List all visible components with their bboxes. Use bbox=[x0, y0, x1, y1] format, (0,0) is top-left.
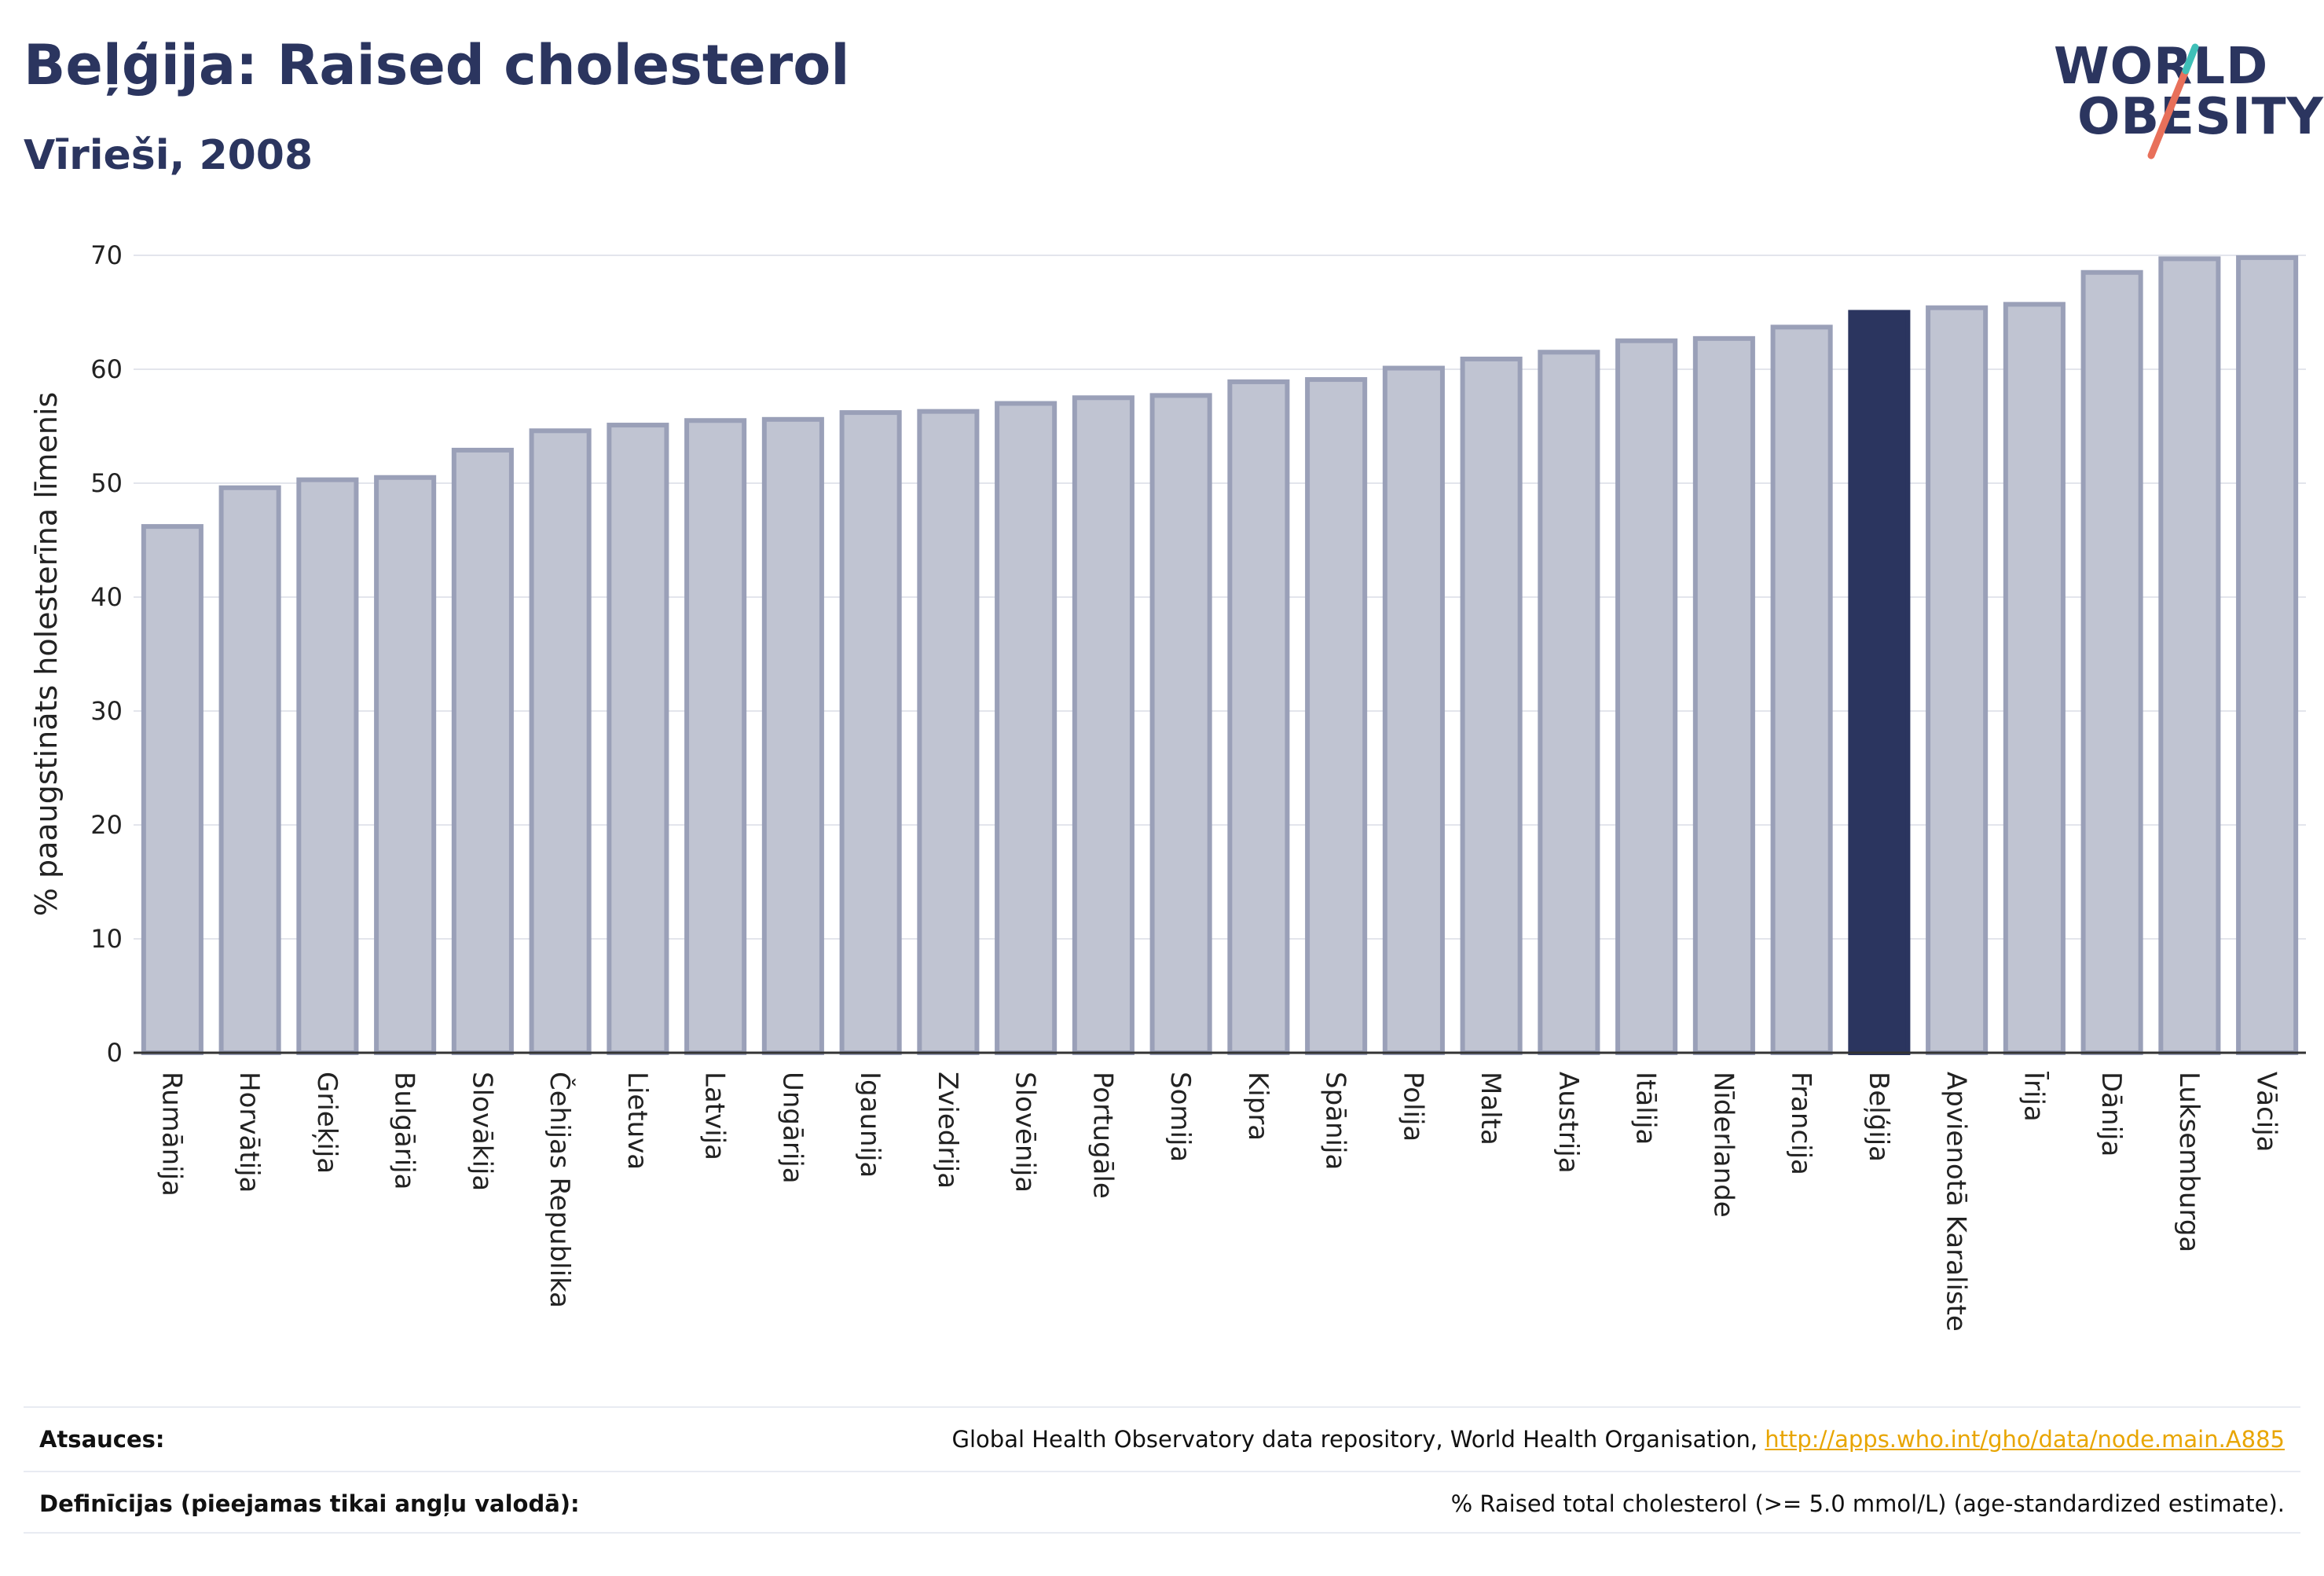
x-axis-ticks: Rumānija Horvātija Grieķija Bulgārija Slovāk… bbox=[156, 1072, 2282, 1332]
x-tick-label: Latvija bbox=[699, 1072, 731, 1160]
x-tick-label: Lietuva bbox=[621, 1072, 653, 1170]
x-tick-label: Spānija bbox=[1320, 1072, 1351, 1170]
x-tick-label: Apvienotā Karaliste bbox=[1941, 1072, 1972, 1332]
sources-link[interactable]: http://apps.who.int/gho/data/node.main.A… bbox=[1765, 1426, 2285, 1453]
x-tick-label: Igaunija bbox=[854, 1072, 885, 1178]
y-tick-label: 50 bbox=[90, 468, 123, 498]
bar[interactable] bbox=[1072, 395, 1135, 1055]
y-tick-label: 70 bbox=[90, 240, 123, 270]
definitions-row: Definīcijas (pieejamas tikai angļu valod… bbox=[24, 1471, 2300, 1535]
bar[interactable] bbox=[995, 401, 1058, 1055]
bar[interactable] bbox=[218, 485, 281, 1055]
x-tick-label: Slovēnija bbox=[1010, 1072, 1041, 1193]
y-axis-label: % paaugstināts holesterīna līmenis bbox=[29, 392, 64, 916]
x-tick-label: Somija bbox=[1164, 1072, 1196, 1162]
x-tick-label: Slovākija bbox=[466, 1072, 497, 1191]
x-tick-label: Grieķija bbox=[311, 1072, 343, 1174]
x-tick-label: Zviedrija bbox=[932, 1072, 963, 1189]
x-tick-label: Nīderlande bbox=[1707, 1072, 1739, 1218]
bar[interactable] bbox=[1227, 379, 1290, 1055]
x-tick-label: Dānija bbox=[2095, 1072, 2127, 1156]
x-tick-label: Francija bbox=[1785, 1072, 1816, 1175]
bar[interactable] bbox=[1926, 305, 1989, 1055]
bar[interactable] bbox=[1538, 350, 1600, 1055]
bar[interactable] bbox=[2236, 255, 2299, 1055]
bar[interactable] bbox=[684, 418, 747, 1055]
footer-divider bbox=[24, 1532, 2300, 1534]
bar[interactable] bbox=[2003, 302, 2066, 1056]
logo-word-world: WORLD bbox=[2054, 38, 2269, 96]
x-tick-label: Kipra bbox=[1242, 1072, 1274, 1141]
sources-text: Global Health Observatory data repositor… bbox=[951, 1426, 1758, 1453]
bar[interactable] bbox=[296, 477, 359, 1055]
bar[interactable] bbox=[839, 410, 902, 1055]
bar[interactable] bbox=[761, 416, 824, 1055]
x-tick-label: Malta bbox=[1475, 1072, 1506, 1145]
logo-slash-icon bbox=[2147, 43, 2199, 159]
bar[interactable] bbox=[374, 475, 437, 1055]
world-obesity-logo[interactable]: WORLD OBESITY bbox=[2051, 31, 2323, 165]
x-tick-label: Īrija bbox=[2018, 1072, 2049, 1122]
x-tick-label: Bulgārija bbox=[389, 1072, 420, 1189]
sources-label: Atsauces: bbox=[39, 1426, 165, 1453]
y-axis-ticks: 0 10 20 30 40 50 60 70 bbox=[90, 240, 123, 1068]
x-tick-label: Čehijas Republika bbox=[544, 1072, 576, 1308]
y-tick-label: 40 bbox=[90, 582, 123, 612]
x-tick-label: Itālija bbox=[1630, 1072, 1662, 1145]
bar[interactable] bbox=[1770, 324, 1833, 1056]
x-tick-label: Horvātija bbox=[233, 1072, 265, 1193]
bar[interactable] bbox=[917, 409, 980, 1055]
y-tick-label: 60 bbox=[90, 354, 123, 384]
bar[interactable] bbox=[1615, 338, 1678, 1055]
bar-chart: 0 10 20 30 40 50 60 70 Rumānija Horvātija Grieķij… bbox=[29, 240, 2306, 1332]
bar[interactable] bbox=[607, 423, 669, 1055]
x-tick-label: Ungārija bbox=[776, 1072, 808, 1184]
bar[interactable] bbox=[141, 524, 203, 1055]
x-tick-label: Portugāle bbox=[1087, 1072, 1118, 1199]
y-tick-label: 20 bbox=[90, 810, 123, 840]
x-tick-label: Rumānija bbox=[156, 1072, 187, 1197]
definitions-label: Definīcijas (pieejamas tikai angļu valod… bbox=[39, 1490, 580, 1517]
bar[interactable] bbox=[2158, 256, 2221, 1056]
bar[interactable] bbox=[1305, 377, 1368, 1055]
x-tick-label: Vācija bbox=[2251, 1072, 2282, 1153]
bar[interactable] bbox=[1460, 356, 1523, 1055]
page-title: Beļģija: Raised cholesterol bbox=[24, 33, 850, 97]
bar[interactable] bbox=[1692, 335, 1755, 1056]
bar[interactable] bbox=[529, 428, 592, 1055]
definitions-text: % Raised total cholesterol (>= 5.0 mmol/… bbox=[1450, 1490, 2285, 1517]
bar-highlighted[interactable] bbox=[1848, 310, 1911, 1055]
page-subtitle: Vīrieši, 2008 bbox=[24, 132, 313, 179]
sources-value: Global Health Observatory data repositor… bbox=[952, 1426, 2300, 1453]
x-tick-label: Austrija bbox=[1552, 1072, 1584, 1174]
y-tick-label: 30 bbox=[90, 696, 123, 726]
sources-row: Atsauces: Global Health Observatory data… bbox=[24, 1406, 2300, 1471]
chart-bars bbox=[141, 255, 2299, 1056]
bar[interactable] bbox=[2080, 269, 2143, 1055]
bar[interactable] bbox=[1382, 365, 1445, 1055]
y-tick-label: 10 bbox=[90, 924, 123, 954]
y-tick-label: 0 bbox=[107, 1038, 123, 1068]
x-tick-label: Luksemburga bbox=[2173, 1072, 2205, 1252]
x-tick-label: Beļģija bbox=[1863, 1072, 1894, 1162]
x-tick-label: Polija bbox=[1397, 1072, 1428, 1142]
bar[interactable] bbox=[1149, 393, 1212, 1056]
bar[interactable] bbox=[451, 447, 514, 1055]
logo-word-obesity: OBESITY bbox=[2077, 88, 2324, 146]
